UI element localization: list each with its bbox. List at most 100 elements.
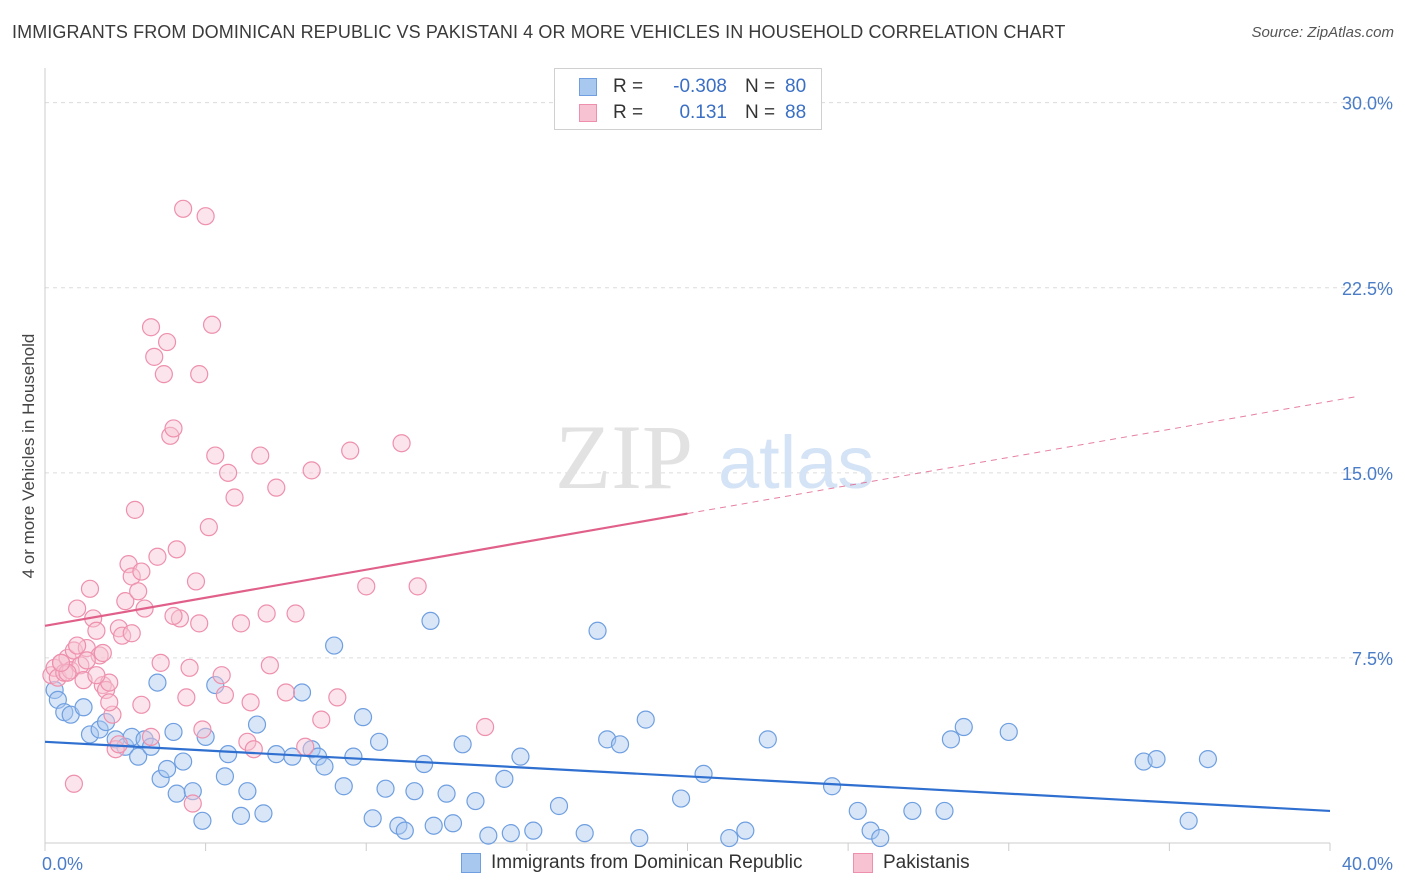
point-pakistani [328,688,347,707]
point-dominican [871,828,890,848]
r-value: 0.131 [679,102,727,123]
point-pakistani [190,614,209,633]
point-dominican [151,769,170,788]
point-dominican [453,735,472,754]
point-pakistani [87,621,106,640]
point-pakistani [244,740,263,759]
legend-swatch-pakistani [579,104,597,122]
point-dominican [736,821,755,840]
y-tick-label: 7.5% [1352,649,1393,669]
point-dominican [954,717,973,737]
point-pakistani [231,614,251,633]
watermark-zip: ZIP [555,406,693,508]
point-dominican [167,784,186,803]
point-pakistani [141,318,161,337]
point-pakistani [286,604,305,623]
trend-pakistani-dashed [687,396,1356,515]
legend-swatch-pakistani [853,853,873,873]
point-pakistani [257,604,276,623]
point-pakistani [206,446,225,465]
point-dominican [479,826,498,845]
point-dominican [164,722,183,742]
r-label: R = [613,102,644,123]
point-pakistani [276,683,296,702]
point-pakistani [193,720,212,739]
point-pakistani [68,636,87,655]
point-pakistani [183,794,202,813]
point-dominican [511,747,530,766]
point-dominican [424,816,443,835]
point-pakistani [199,518,218,537]
point-dominican [720,828,739,848]
point-dominican [215,767,234,786]
point-dominican [363,809,382,828]
point-pakistani [122,624,141,643]
point-dominican [466,791,485,811]
legend-label-dominican: Immigrants from Dominican Republic [491,852,803,873]
point-pakistani [302,461,321,480]
point-pakistani [238,732,257,751]
r-label: R = [613,76,644,97]
point-pakistani [77,651,96,670]
tick-labels: 7.5% 15.0% 22.5% 30.0% 0.0% 40.0% [42,94,1393,874]
point-pakistani [219,463,238,482]
point-pakistani [132,562,151,581]
point-dominican [344,747,363,766]
point-pakistani [157,332,177,352]
point-dominican [74,698,93,717]
point-pakistani [312,710,331,729]
point-pakistani [164,419,183,438]
point-dominican [405,782,424,801]
point-pakistani [61,661,80,680]
point-dominican [1147,749,1166,769]
point-dominican [610,735,630,754]
point-dominican [129,747,148,766]
point-dominican [524,821,543,840]
legend-swatch-dominican [461,853,481,873]
n-label: N = [745,102,776,123]
point-dominican [219,745,238,764]
legend-item-pakistani[interactable]: Pakistanis [853,852,970,874]
point-pakistani [100,693,119,712]
point-pakistani [167,540,186,559]
point-pakistani [408,577,427,596]
point-pakistani [186,572,206,591]
point-dominican [549,796,569,816]
point-dominican [315,757,334,776]
point-dominican [443,814,463,833]
legend-item-dominican[interactable]: Immigrants from Dominican Republic [461,852,803,874]
point-dominican [96,712,116,732]
point-pakistani [180,658,199,677]
point-pakistani [80,579,100,598]
legend-row-pakistani: R = 0.131 N = 88 [579,100,806,126]
point-dominican [231,806,251,825]
point-dominican [353,708,373,727]
point-pakistani [260,656,279,675]
grid-lines [45,102,1385,659]
point-dominican [325,636,344,655]
point-pakistani [392,434,411,453]
point-pakistani [164,606,183,626]
point-pakistani [93,643,112,663]
point-dominican [421,611,440,631]
point-dominican [90,720,109,739]
point-pakistani [225,488,244,507]
point-pakistani [251,446,270,465]
legend-row-dominican: R = -0.308 N = 80 [579,74,806,100]
point-pakistani [151,653,170,672]
point-dominican [206,675,225,695]
point-dominican [157,759,177,779]
y-tick-label: 22.5% [1342,279,1393,299]
x-tick-label: 0.0% [42,854,83,874]
r-value: -0.308 [673,76,727,97]
point-dominican [999,722,1018,742]
point-dominican [575,824,594,843]
point-pakistani [241,693,260,712]
point-dominican [334,777,353,796]
point-pakistani [196,207,215,226]
point-dominican [292,683,312,702]
watermark-atlas: atlas [718,421,874,504]
point-dominican [247,715,267,734]
point-pakistani [202,315,222,334]
